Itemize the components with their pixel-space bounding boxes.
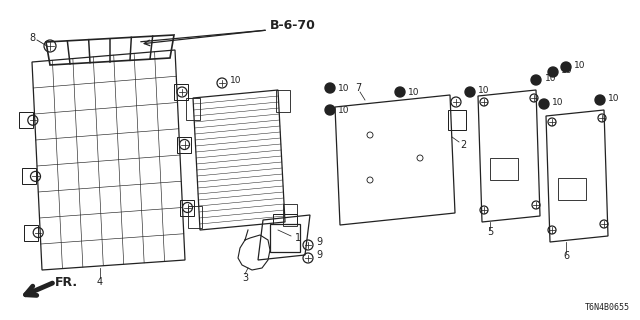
Bar (270, 224, 300, 252)
Text: 5: 5 (487, 227, 493, 237)
Text: FR.: FR. (55, 276, 78, 289)
Bar (558, 178, 586, 200)
Text: 10: 10 (561, 66, 573, 75)
Text: B-6-70: B-6-70 (270, 19, 316, 31)
Circle shape (531, 75, 541, 85)
Circle shape (539, 99, 549, 109)
Circle shape (548, 67, 558, 77)
Circle shape (561, 62, 571, 72)
Bar (177, 137, 191, 153)
Text: 10: 10 (408, 87, 419, 97)
Text: 6: 6 (563, 251, 569, 261)
Bar (276, 90, 290, 112)
Bar (24, 225, 38, 241)
Text: 10: 10 (552, 98, 563, 107)
Bar (490, 158, 518, 180)
Bar (186, 98, 200, 120)
Text: 9: 9 (316, 250, 322, 260)
Bar (174, 84, 188, 100)
Text: 7: 7 (355, 83, 361, 93)
Text: 9: 9 (316, 237, 322, 247)
Text: 10: 10 (338, 84, 349, 92)
Circle shape (595, 95, 605, 105)
Bar (188, 206, 202, 228)
Text: 4: 4 (97, 277, 103, 287)
Text: 1: 1 (295, 233, 301, 243)
Text: 10: 10 (608, 93, 620, 102)
Text: 2: 2 (460, 140, 467, 150)
Text: 10: 10 (338, 106, 349, 115)
Circle shape (325, 105, 335, 115)
Bar (448, 110, 466, 130)
Text: 3: 3 (242, 273, 248, 283)
Bar (19, 112, 33, 128)
Bar (273, 214, 297, 224)
Bar (179, 199, 193, 215)
Circle shape (465, 87, 475, 97)
Text: 10: 10 (574, 60, 586, 69)
Text: T6N4B0655: T6N4B0655 (585, 303, 630, 312)
Bar (283, 204, 297, 226)
Circle shape (325, 83, 335, 93)
Circle shape (395, 87, 405, 97)
Text: 10: 10 (545, 74, 557, 83)
Text: 10: 10 (478, 85, 490, 94)
Bar (22, 168, 35, 184)
Text: 8: 8 (29, 33, 35, 43)
Text: 10: 10 (230, 76, 241, 84)
